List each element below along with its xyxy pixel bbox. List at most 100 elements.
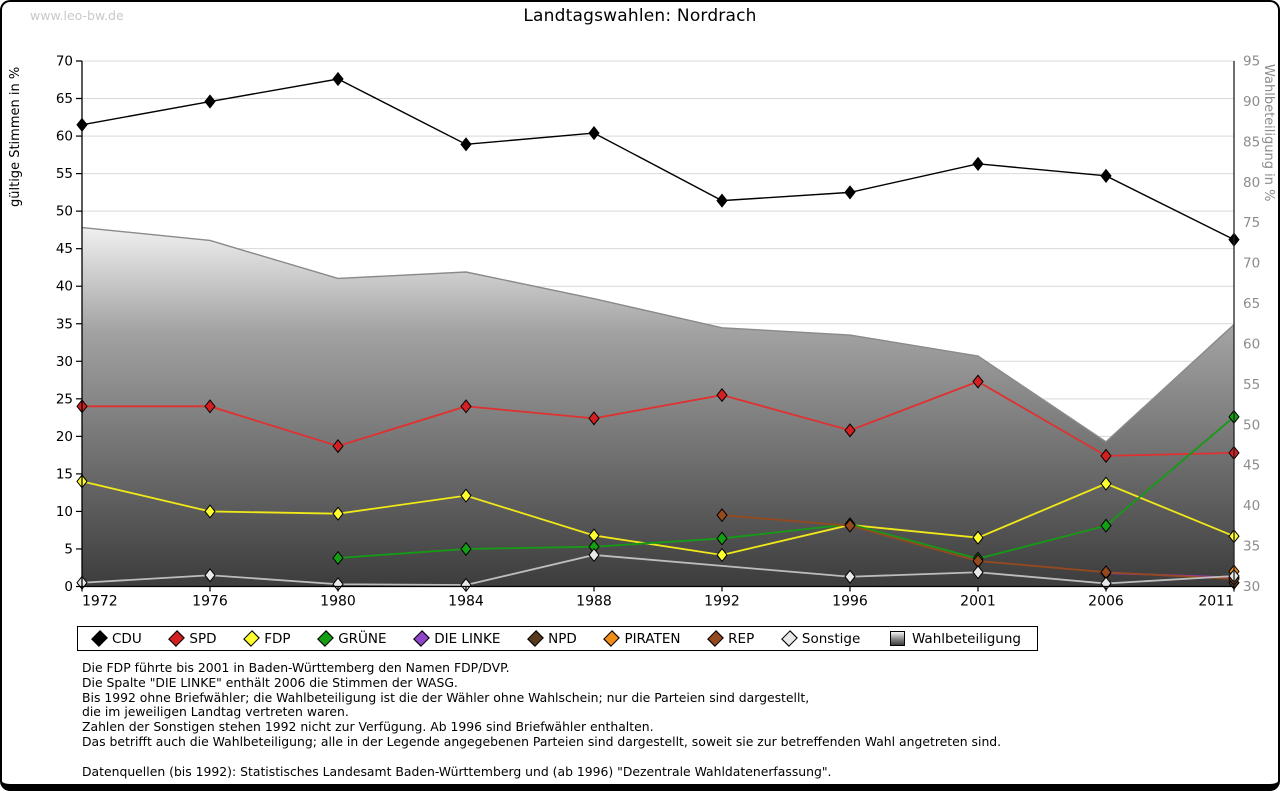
y-right-tick-label: 50 bbox=[1243, 417, 1260, 433]
spd-marker-icon bbox=[1100, 448, 1112, 463]
x-tick-label: 2006 bbox=[1088, 594, 1124, 610]
legend-item-gruene: GRÜNE bbox=[317, 630, 387, 647]
legend-item-piraten: PIRATEN bbox=[603, 630, 681, 647]
x-tick-label: 1980 bbox=[320, 594, 356, 610]
gruene-marker-icon bbox=[317, 630, 335, 647]
series-gruene bbox=[332, 409, 1240, 566]
sonstige-marker-icon bbox=[972, 565, 984, 580]
y-right-tick-label: 40 bbox=[1243, 498, 1260, 514]
legend-label: SPD bbox=[189, 630, 217, 647]
sonstige-marker-icon bbox=[204, 568, 216, 583]
rep-marker-icon bbox=[716, 508, 728, 523]
cdu-marker-icon bbox=[844, 185, 856, 200]
footnote-line: Zahlen der Sonstigen stehen 1992 nicht z… bbox=[82, 719, 654, 735]
legend-label: DIE LINKE bbox=[434, 630, 501, 647]
rep-marker-icon bbox=[707, 630, 725, 647]
fdp-marker-icon bbox=[332, 506, 344, 521]
rep-marker-icon bbox=[844, 518, 856, 533]
sonstige-marker-icon bbox=[588, 547, 600, 563]
y-right-tick-label: 35 bbox=[1243, 539, 1260, 555]
y-right-tick-label: 55 bbox=[1243, 377, 1260, 393]
y-right-tick-label: 95 bbox=[1243, 54, 1260, 70]
y-left-tick-label: 0 bbox=[64, 579, 73, 595]
y-left-tick-label: 65 bbox=[56, 91, 73, 107]
chart-title: Landtagswahlen: Nordrach bbox=[523, 6, 757, 26]
piraten-marker-icon bbox=[603, 630, 621, 647]
fdp-marker-icon bbox=[716, 547, 728, 563]
cdu-marker-icon bbox=[332, 71, 344, 87]
footnote-line: Datenquellen (bis 1992): Statistisches L… bbox=[82, 763, 832, 779]
legend-item-sonstige: Sonstige bbox=[781, 630, 861, 647]
y-left-tick-label: 70 bbox=[56, 54, 73, 70]
x-tick-label: 1996 bbox=[832, 594, 868, 610]
spd-marker-icon bbox=[972, 374, 984, 389]
spd-marker-icon bbox=[332, 439, 344, 454]
y-left-tick-label: 10 bbox=[56, 504, 73, 520]
y-left-tick-label: 40 bbox=[56, 279, 73, 295]
y-right-tick-label: 80 bbox=[1243, 175, 1260, 191]
legend-label: GRÜNE bbox=[338, 630, 387, 647]
footnote-line bbox=[82, 750, 1001, 765]
npd-marker-icon bbox=[527, 630, 544, 647]
cdu-marker-icon bbox=[460, 137, 472, 152]
cdu-marker-icon bbox=[1100, 168, 1112, 183]
spd-marker-icon bbox=[204, 399, 216, 414]
legend-label: FDP bbox=[264, 630, 291, 647]
x-tick-label: 1988 bbox=[576, 594, 612, 610]
legend-label: REP bbox=[728, 630, 755, 647]
spd-marker-icon bbox=[844, 423, 856, 438]
gruene-marker-icon bbox=[716, 531, 728, 546]
legend-item-npd: NPD bbox=[527, 630, 577, 647]
y-left-tick-label: 20 bbox=[56, 429, 73, 445]
y-left-tick-label: 55 bbox=[56, 166, 73, 182]
y-left-tick-label: 35 bbox=[56, 316, 73, 332]
die-linke-marker-icon bbox=[413, 630, 431, 647]
y-left-tick-label: 30 bbox=[56, 354, 73, 370]
x-tick-label: 2001 bbox=[960, 594, 996, 610]
y-left-tick-label: 25 bbox=[56, 391, 73, 407]
y-right-tick-label: 85 bbox=[1243, 134, 1260, 150]
x-tick-label: 1984 bbox=[448, 594, 484, 610]
footnote-line: Die Spalte "DIE LINKE" enthält 2006 die … bbox=[82, 674, 458, 690]
legend-label: PIRATEN bbox=[624, 630, 681, 647]
legend-item-rep: REP bbox=[707, 630, 755, 647]
wahlbeteiligung-swatch-icon bbox=[889, 631, 905, 646]
legend-item-wahlbeteiligung: Wahlbeteiligung bbox=[889, 630, 1021, 647]
footnote-line: Bis 1992 ohne Briefwähler; die Wahlbetei… bbox=[82, 689, 810, 705]
y-left-tick-label: 45 bbox=[56, 241, 73, 257]
fdp-marker-icon bbox=[460, 488, 472, 503]
y-left-tick-label: 60 bbox=[56, 129, 73, 145]
spd-marker-icon bbox=[168, 630, 186, 647]
footnotes: Die FDP führte bis 2001 in Baden-Württem… bbox=[82, 660, 1002, 779]
spd-marker-icon bbox=[588, 411, 600, 426]
sonstige-marker-icon bbox=[844, 569, 856, 584]
footnote-line: Die FDP führte bis 2001 in Baden-Württem… bbox=[82, 660, 510, 675]
fdp-marker-icon bbox=[243, 630, 261, 647]
series-spd bbox=[76, 374, 1240, 463]
legend-label: Sonstige bbox=[801, 630, 861, 647]
x-tick-label: 2011 bbox=[1198, 594, 1234, 610]
footnote-line: Das betrifft auch die Wahlbeteiligung; a… bbox=[82, 733, 1002, 749]
fdp-marker-icon bbox=[1100, 476, 1112, 491]
legend-item-die-linke: DIE LINKE bbox=[413, 630, 501, 647]
y-right-tick-label: 45 bbox=[1243, 458, 1260, 474]
y-right-tick-label: 60 bbox=[1243, 336, 1260, 352]
gruene-marker-icon bbox=[460, 541, 472, 557]
legend: CDU SPD FDP GRÜNE DIE LINKE NPD PIRATEN REP Sons… bbox=[77, 626, 1038, 651]
y-right-axis-title: Wahlbeteiligung in % bbox=[1261, 64, 1276, 201]
cdu-marker-icon bbox=[716, 193, 728, 208]
y-left-tick-label: 15 bbox=[56, 466, 73, 482]
legend-label: Wahlbeteiligung bbox=[911, 630, 1021, 647]
fdp-marker-icon bbox=[972, 530, 984, 545]
cdu-marker-icon bbox=[972, 156, 984, 171]
gruene-marker-icon bbox=[332, 550, 344, 566]
cdu-marker-icon bbox=[91, 630, 108, 647]
y-right-tick-label: 30 bbox=[1243, 579, 1260, 595]
election-chart: 0 5 10 15 20 25 30 35 40 45 50 55 60 65 70 30 35 40 45 50 55… bbox=[8, 54, 1276, 610]
cdu-marker-icon bbox=[204, 94, 216, 109]
legend-label: CDU bbox=[112, 630, 142, 647]
legend-label: NPD bbox=[548, 630, 577, 647]
y-right-tick-label: 65 bbox=[1243, 296, 1260, 312]
series-cdu bbox=[76, 71, 1240, 247]
